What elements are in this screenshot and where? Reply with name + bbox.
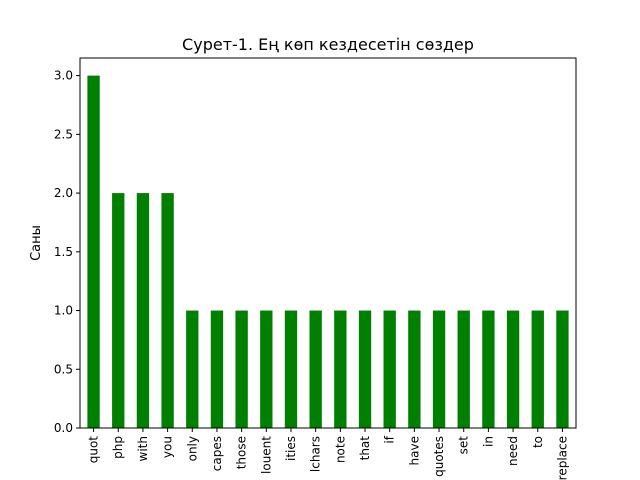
y-tick-label: 0.5: [54, 362, 73, 376]
x-tick-label: only: [185, 436, 199, 461]
plot-frame: [79, 57, 577, 429]
y-tick-label: 0.0: [54, 421, 73, 435]
bar: [210, 310, 224, 428]
bar: [531, 310, 544, 428]
bar: [235, 310, 248, 428]
x-tick-label: in: [481, 436, 495, 447]
bar: [260, 310, 273, 428]
x-tick-label: with: [136, 436, 150, 461]
x-tick-label: quotes: [432, 436, 446, 477]
x-tick-label: quot: [87, 436, 101, 464]
x-tick-label: louent: [259, 436, 273, 474]
bar: [506, 310, 520, 428]
bar: [408, 310, 421, 428]
x-tick-label: lchars: [309, 436, 323, 472]
y-axis-label: Саны: [29, 225, 44, 261]
bar: [457, 310, 470, 428]
y-tick-label: 1.0: [54, 304, 73, 318]
bar: [161, 193, 174, 428]
x-tick-label: ities: [284, 436, 298, 461]
bar: [309, 310, 322, 428]
x-tick-label: capes: [210, 436, 224, 471]
x-tick-label: that: [358, 436, 372, 461]
x-tick-label: those: [235, 436, 249, 469]
x-axis: quot php with you only capes those louent ities l…: [87, 428, 569, 480]
bar: [136, 193, 150, 428]
x-tick-label: need: [506, 436, 520, 466]
x-tick-label: to: [531, 436, 545, 448]
bar: [358, 310, 372, 428]
x-tick-label: replace: [555, 436, 569, 480]
y-tick-label: 1.5: [54, 245, 73, 259]
y-tick-label: 2.0: [54, 186, 73, 200]
bar: [112, 193, 125, 428]
bar: [482, 310, 495, 428]
x-tick-label: if: [383, 435, 397, 443]
chart-title: Сурет-1. Ең көп кездесетін сөздер: [182, 35, 474, 54]
bar: [432, 310, 446, 428]
bar: [186, 310, 199, 428]
y-tick-label: 2.5: [54, 127, 73, 141]
bar: [284, 310, 298, 428]
y-axis: 0.0 0.5 1.0 1.5 2.0 2.5 3.0: [54, 69, 80, 435]
bars-group: [87, 75, 569, 429]
x-tick-label: php: [111, 436, 125, 459]
bar: [87, 75, 100, 429]
x-tick-label: have: [407, 436, 421, 465]
x-tick-label: set: [457, 436, 471, 455]
y-tick-label: 3.0: [54, 69, 73, 83]
x-tick-label: you: [161, 436, 175, 458]
x-tick-label: note: [333, 436, 347, 463]
bar: [556, 310, 569, 428]
bar: [383, 310, 396, 428]
bar: [334, 310, 347, 428]
